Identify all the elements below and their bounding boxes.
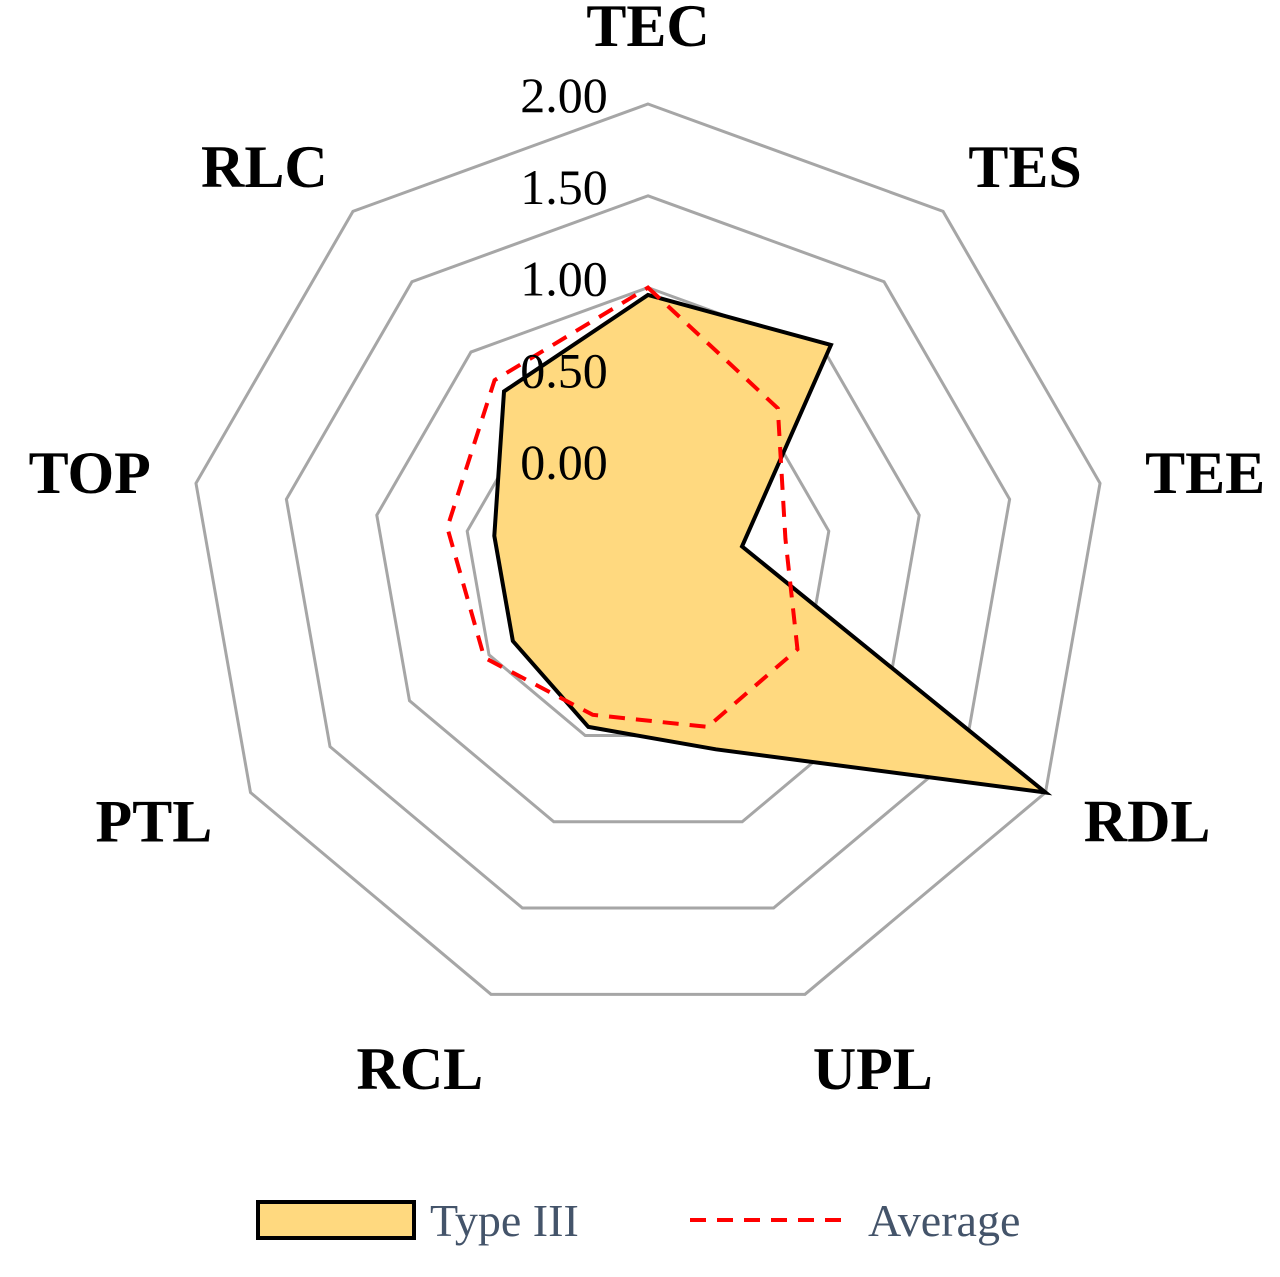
tick-label: 1.00 — [520, 251, 608, 307]
axis-label-upl: UPL — [813, 1036, 933, 1102]
grid-ring — [375, 286, 921, 824]
legend-label-average: Average — [868, 1195, 1020, 1246]
legend: Type III Average — [256, 1195, 1020, 1246]
tick-label: 1.50 — [520, 159, 608, 215]
grid-ring — [194, 102, 1102, 996]
axis-label-ptl: PTL — [96, 789, 213, 855]
tick-label: 2.00 — [520, 67, 608, 123]
axis-label-tec: TEC — [586, 0, 709, 59]
series-average-polygon — [445, 285, 800, 729]
axis-label-tee: TEE — [1145, 440, 1265, 506]
axis-label-top: TOP — [29, 440, 151, 506]
axis-label-rlc: RLC — [201, 134, 328, 200]
tick-label: 0.50 — [520, 342, 608, 398]
grid-layer — [194, 102, 1102, 996]
axis-label-rcl: RCL — [356, 1036, 483, 1102]
axis-label-tes: TES — [968, 134, 1081, 200]
axis-label-layer: TEC TES TEE RDL UPL RCL PTL TOP RLC — [29, 0, 1266, 1102]
grid-ring — [284, 194, 1012, 910]
tick-label-layer: 0.00 0.50 1.00 1.50 2.00 — [520, 67, 608, 490]
legend-label-type-iii: Type III — [430, 1195, 579, 1246]
axis-label-rdl: RDL — [1084, 789, 1211, 855]
legend-swatch-type-iii — [256, 1200, 416, 1240]
series-type-iii-polygon — [492, 292, 1053, 796]
series-layer — [445, 285, 1053, 796]
tick-label: 0.00 — [520, 434, 608, 490]
